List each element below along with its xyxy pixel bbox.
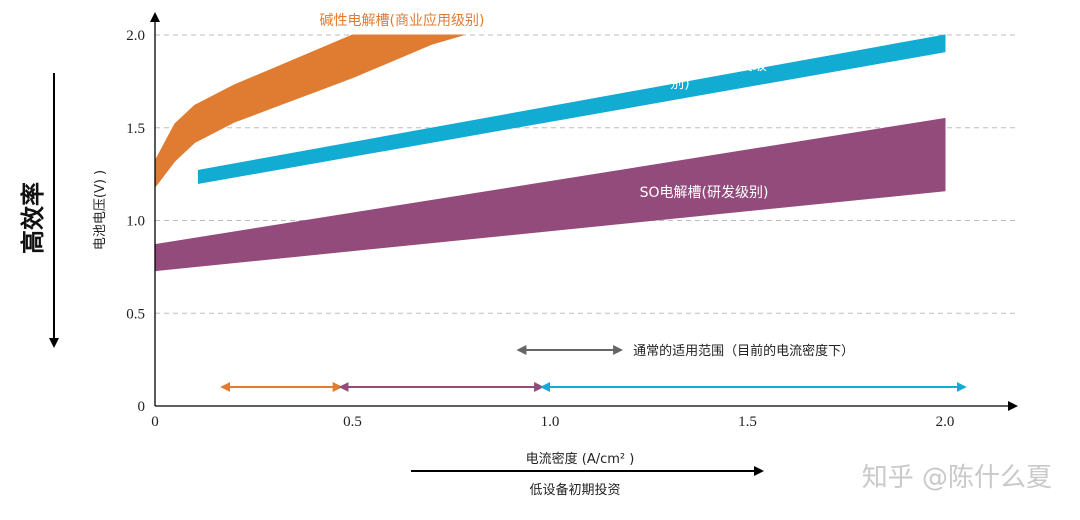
y-axis-label: 电池电压(V) )	[93, 170, 108, 250]
series-bands	[154, 34, 946, 272]
x-tick-label: 1.5	[738, 414, 757, 430]
band-series-0	[154, 34, 464, 188]
pem-label-line3: 别)	[670, 76, 689, 92]
y-tick-label: 1.0	[126, 214, 145, 230]
y-tick-label: 0	[138, 399, 146, 415]
x-tick-label: 0.5	[343, 414, 362, 430]
x-tick-label: 2.0	[936, 414, 955, 430]
y-tick-label: 0.5	[126, 306, 145, 322]
axis-ticks: 0 0.5 1.0 1.5 2.0 0 0.5 1.0 1.5 2.0	[126, 28, 954, 430]
x-tick-label: 1.0	[541, 414, 560, 430]
pem-label-line1: PEM电解槽 (商业应用级别)	[595, 39, 766, 56]
watermark: 知乎 @陈什么夏	[862, 463, 1052, 493]
investment-label: 低设备初期投资	[529, 482, 620, 498]
pem-label-line2: 和先进的碱性电解槽(研发级	[593, 58, 766, 74]
y-tick-label: 2.0	[126, 28, 145, 44]
band-series-2	[154, 118, 946, 272]
range-label: 通常的适用范围（目前的电流密度下）	[633, 343, 854, 359]
alkaline-label: 碱性电解槽(商业应用级别)	[320, 12, 485, 29]
range-arrows: 通常的适用范围（目前的电流密度下）	[220, 343, 967, 392]
x-tick-label: 0	[151, 414, 159, 430]
x-axis-label: 电流密度 (A/cm² )	[526, 451, 635, 467]
so-label: SO电解槽(研发级别)	[640, 185, 769, 201]
y-tick-label: 1.5	[126, 121, 145, 137]
band-series-1	[197, 34, 946, 184]
efficiency-label: 高效率	[19, 182, 47, 254]
